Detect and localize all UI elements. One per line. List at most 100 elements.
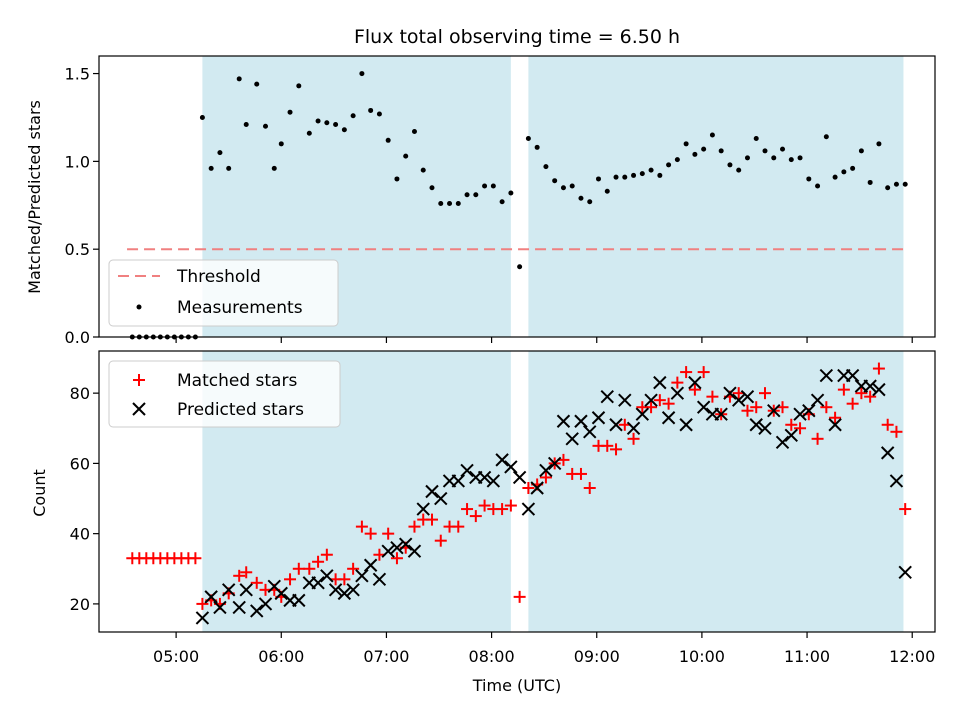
matched-star-marker bbox=[574, 467, 587, 480]
measurement-point bbox=[287, 109, 293, 115]
top-y-tick-label: 1.0 bbox=[65, 152, 90, 171]
predicted-star-marker bbox=[574, 414, 588, 428]
x-tick-label: 12:00 bbox=[889, 647, 935, 666]
measurement-point bbox=[674, 157, 680, 163]
measurement-point bbox=[569, 183, 575, 189]
measurement-point bbox=[604, 188, 610, 194]
measurement-point bbox=[578, 195, 584, 201]
matched-star-marker bbox=[741, 404, 754, 417]
measurement-point bbox=[885, 185, 891, 191]
predicted-star-markers bbox=[195, 368, 912, 625]
bottom-x-ticks: 05:00 06:00 07:00 08:00 09:00 10:00 11:00 12:00 bbox=[153, 632, 935, 666]
predicted-star-marker bbox=[337, 586, 352, 601]
matched-star-marker bbox=[881, 418, 894, 431]
predicted-star-marker bbox=[346, 583, 360, 597]
predicted-star-marker bbox=[539, 463, 553, 478]
matched-star-marker bbox=[785, 418, 798, 431]
matched-star-marker bbox=[829, 411, 842, 424]
bottom-y-tick-label: 40 bbox=[70, 525, 90, 544]
matched-star-marker bbox=[601, 439, 614, 452]
measurement-point bbox=[622, 174, 628, 180]
measurement-point bbox=[587, 199, 593, 205]
matched-star-marker bbox=[864, 390, 877, 403]
predicted-star-marker bbox=[565, 432, 579, 446]
measurement-point bbox=[403, 153, 409, 159]
measurement-point bbox=[858, 148, 864, 154]
matched-star-marker bbox=[653, 394, 666, 407]
predicted-star-marker bbox=[600, 389, 614, 404]
measurement-point bbox=[490, 183, 496, 189]
measurement-point bbox=[788, 157, 794, 163]
predicted-star-marker bbox=[670, 386, 685, 400]
matched-star-marker bbox=[627, 432, 640, 445]
predicted-star-marker bbox=[845, 368, 860, 383]
measurement-point bbox=[341, 127, 347, 133]
predicted-star-marker bbox=[495, 453, 509, 467]
matched-star-marker bbox=[469, 510, 482, 523]
measurement-point bbox=[315, 118, 321, 124]
predicted-star-marker bbox=[363, 558, 378, 572]
matched-star-marker bbox=[233, 569, 246, 582]
matched-star-marker bbox=[312, 555, 325, 568]
measurement-point bbox=[823, 134, 829, 140]
measurement-point bbox=[271, 165, 277, 171]
predicted-star-marker bbox=[696, 400, 711, 414]
matched-star-marker bbox=[250, 576, 263, 589]
measurement-point bbox=[762, 148, 768, 154]
predicted-star-marker bbox=[749, 418, 763, 432]
matched-star-marker bbox=[364, 527, 377, 540]
bottom-y-tick-label: 80 bbox=[70, 384, 90, 403]
matched-star-marker bbox=[688, 383, 701, 396]
measurement-point bbox=[217, 150, 223, 156]
measurement-point bbox=[780, 146, 786, 152]
predicted-star-marker bbox=[547, 456, 562, 471]
top-y-tick-label: 0.0 bbox=[65, 328, 90, 347]
measurement-point bbox=[841, 169, 847, 175]
top-legend: Threshold Measurements bbox=[108, 259, 339, 327]
predicted-star-marker bbox=[635, 407, 650, 421]
measurement-point bbox=[692, 151, 698, 157]
measurement-legend-swatch bbox=[136, 304, 142, 310]
matched-star-marker bbox=[355, 520, 368, 533]
bottom-plot-frame bbox=[98, 350, 936, 633]
measurement-point bbox=[595, 176, 601, 182]
measurement-points bbox=[129, 71, 908, 340]
x-tick-label: 10:00 bbox=[679, 647, 725, 666]
predicted-star-marker bbox=[504, 460, 518, 474]
measurement-point bbox=[613, 174, 619, 180]
measurement-point bbox=[278, 141, 284, 147]
matched-star-marker bbox=[671, 376, 684, 389]
measurement-point bbox=[666, 162, 672, 168]
matched-star-marker bbox=[539, 471, 552, 484]
predicted-star-marker bbox=[679, 418, 693, 432]
predicted-star-marker bbox=[688, 375, 702, 390]
matched-star-marker bbox=[504, 499, 517, 512]
predicted-star-marker bbox=[609, 418, 623, 432]
matched-star-marker bbox=[382, 527, 395, 540]
predicted-star-marker bbox=[512, 470, 527, 485]
matched-star-marker bbox=[855, 387, 868, 400]
top-plot-frame bbox=[98, 55, 936, 338]
measurement-point bbox=[517, 264, 523, 270]
matched-star-marker bbox=[189, 552, 202, 565]
measurement-point bbox=[709, 132, 715, 138]
matched-legend-swatch bbox=[133, 374, 145, 386]
matched-star-marker bbox=[478, 499, 491, 512]
bottom-y-tick-label: 20 bbox=[70, 595, 90, 614]
measurement-point bbox=[815, 183, 821, 189]
predicted-star-marker bbox=[740, 389, 755, 404]
predicted-star-marker bbox=[556, 414, 571, 428]
predicted-star-marker bbox=[819, 368, 834, 383]
matched-star-marker bbox=[434, 534, 447, 547]
matched-star-marker bbox=[513, 590, 526, 603]
matched-star-marker bbox=[610, 443, 623, 456]
top-x-ticks bbox=[175, 337, 913, 343]
predicted-star-marker bbox=[292, 593, 306, 608]
measurement-point bbox=[208, 165, 214, 171]
predicted-star-marker bbox=[872, 382, 886, 397]
measurement-point bbox=[534, 144, 540, 150]
matched-star-marker bbox=[496, 503, 509, 516]
count-panel: 20 40 60 80 05:00 06:00 07:00 08:00 09:00 10:00 1… bbox=[70, 350, 936, 666]
measurement-point bbox=[736, 167, 742, 173]
predicted-star-marker bbox=[204, 590, 218, 604]
